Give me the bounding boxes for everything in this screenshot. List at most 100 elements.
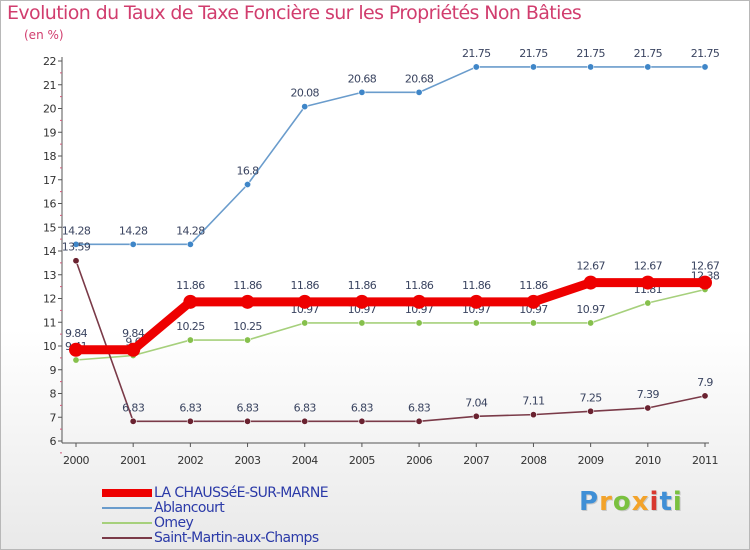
proxiti-logo: Proxiti (579, 487, 683, 517)
data-point (358, 319, 366, 327)
y-tick-label: 18 (43, 150, 56, 163)
series-line (75, 288, 706, 361)
data-point (72, 356, 80, 364)
data-point (297, 294, 312, 309)
data-point (644, 404, 652, 412)
chart-title: Evolution du Taux de Taxe Foncière sur l… (7, 2, 582, 24)
data-point (126, 342, 141, 357)
logo-letter: i (672, 487, 683, 517)
y-tick-label: 19 (43, 126, 56, 139)
data-label: 7.39 (637, 388, 660, 401)
data-label: 9.84 (122, 327, 145, 340)
data-label: 6.83 (236, 401, 259, 414)
logo-letter: r (599, 487, 613, 517)
y-tick-label: 6 (50, 435, 57, 448)
data-label: 6.83 (408, 401, 431, 414)
data-label: 10.97 (576, 303, 605, 316)
data-point (472, 319, 480, 327)
legend-swatch (102, 507, 152, 509)
x-tick-label: 2008 (520, 454, 546, 467)
data-label: 21.75 (519, 47, 548, 60)
data-point (240, 294, 255, 309)
data-label: 7.04 (465, 396, 488, 409)
legend-swatch (102, 522, 152, 524)
y-tick-label: 11 (43, 316, 56, 329)
data-label: 7.11 (522, 395, 544, 408)
data-label: 11.86 (405, 279, 434, 292)
data-point (244, 336, 252, 344)
data-point (644, 63, 652, 71)
data-label: 7.25 (580, 391, 603, 404)
data-point (587, 63, 595, 71)
data-point (472, 412, 480, 420)
data-point (583, 275, 598, 290)
logo-letter: t (659, 487, 673, 517)
data-point (698, 275, 712, 290)
data-point (587, 407, 595, 415)
data-label: 11.86 (176, 279, 205, 292)
data-point (415, 88, 423, 96)
data-label: 12.67 (691, 260, 720, 273)
data-point (526, 294, 541, 309)
data-point (301, 103, 309, 111)
x-tick-label: 2003 (235, 454, 261, 467)
data-label: 10.25 (233, 320, 262, 333)
data-point (469, 294, 484, 309)
data-label: 11.86 (462, 279, 491, 292)
series-la-chauss-e-sur-marne: 9.84 9.84 11.86 11.86 11.86 11.86 11.86 11.86 11… (65, 260, 720, 357)
data-point (412, 294, 427, 309)
x-tick-label: 2002 (177, 454, 203, 467)
y-tick-label: 8 (50, 388, 57, 401)
data-label: 16.8 (236, 165, 259, 178)
data-label: 11.86 (519, 279, 548, 292)
data-label: 6.83 (122, 401, 145, 414)
data-point (640, 275, 655, 290)
data-label: 14.28 (176, 224, 205, 237)
series-line (75, 66, 706, 246)
data-label: 6.83 (179, 401, 202, 414)
data-label: 14.28 (62, 224, 91, 237)
data-point (529, 63, 537, 71)
series-saint-martin-aux-champs: 13.59 6.83 6.83 6.83 6.83 6.83 6.83 7.04 7.11 7.2… (62, 241, 714, 425)
data-label: 20.68 (405, 72, 434, 85)
y-tick-label: 12 (43, 293, 56, 306)
data-label: 6.83 (351, 401, 374, 414)
data-point (587, 319, 595, 327)
y-tick-label: 22 (43, 55, 56, 68)
logo-letter: x (631, 487, 650, 517)
data-label: 6.83 (294, 401, 317, 414)
x-tick-label: 2006 (406, 454, 432, 467)
data-point (301, 417, 309, 425)
legend-label: LA CHAUSSéE-SUR-MARNE (154, 485, 329, 501)
data-point (72, 240, 80, 248)
data-label: 7.9 (697, 376, 713, 389)
data-point (186, 240, 194, 248)
x-tick-label: 2009 (578, 454, 604, 467)
logo-letter: o (612, 487, 632, 517)
data-point (129, 240, 137, 248)
data-point (186, 417, 194, 425)
legend-label: Omey (154, 515, 194, 531)
y-tick-label: 16 (43, 198, 56, 211)
data-point (358, 417, 366, 425)
data-point (72, 257, 80, 265)
x-tick-label: 2001 (120, 454, 146, 467)
data-label: 9.84 (65, 327, 88, 340)
y-tick-label: 9 (50, 364, 57, 377)
logo-letter: i (649, 487, 660, 517)
data-point (69, 342, 83, 357)
data-point (244, 181, 252, 189)
y-tick-label: 15 (43, 221, 56, 234)
data-label: 11.86 (348, 279, 377, 292)
x-tick-label: 2010 (635, 454, 661, 467)
legend-swatch (102, 489, 152, 497)
data-label: 11.86 (233, 279, 262, 292)
data-label: 21.75 (576, 47, 605, 60)
y-tick-label: 20 (43, 103, 56, 116)
data-label: 21.75 (691, 47, 720, 60)
data-point (354, 294, 369, 309)
y-tick-label: 14 (43, 245, 56, 258)
y-tick-label: 17 (43, 174, 56, 187)
data-point (301, 319, 309, 327)
